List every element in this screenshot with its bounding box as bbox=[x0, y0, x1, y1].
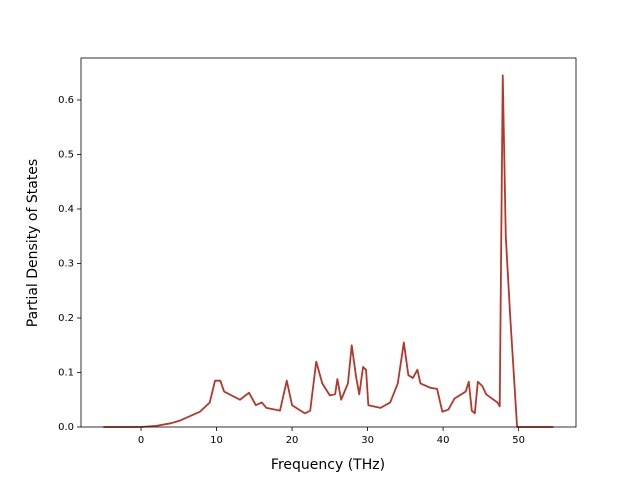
x-tick-label: 30 bbox=[361, 435, 374, 446]
x-tick-label: 50 bbox=[512, 435, 525, 446]
y-axis-label: Partial Density of States bbox=[25, 159, 41, 327]
plot-frame bbox=[80, 57, 577, 428]
data-line bbox=[103, 74, 554, 428]
x-tick-label: 10 bbox=[210, 435, 223, 446]
y-tick-label: 0.4 bbox=[58, 204, 74, 215]
y-tick-label: 0.6 bbox=[58, 95, 74, 106]
x-axis-label: Frequency (THz) bbox=[271, 457, 385, 473]
y-tick-label: 0.5 bbox=[58, 149, 74, 160]
x-tick-label: 40 bbox=[437, 435, 450, 446]
x-tick-label: 20 bbox=[286, 435, 299, 446]
y-tick-label: 0.0 bbox=[58, 422, 74, 433]
y-tick-label: 0.2 bbox=[58, 313, 74, 324]
y-tick-label: 0.3 bbox=[58, 258, 74, 269]
y-tick-label: 0.1 bbox=[58, 367, 74, 378]
x-tick-label: 0 bbox=[138, 435, 144, 446]
